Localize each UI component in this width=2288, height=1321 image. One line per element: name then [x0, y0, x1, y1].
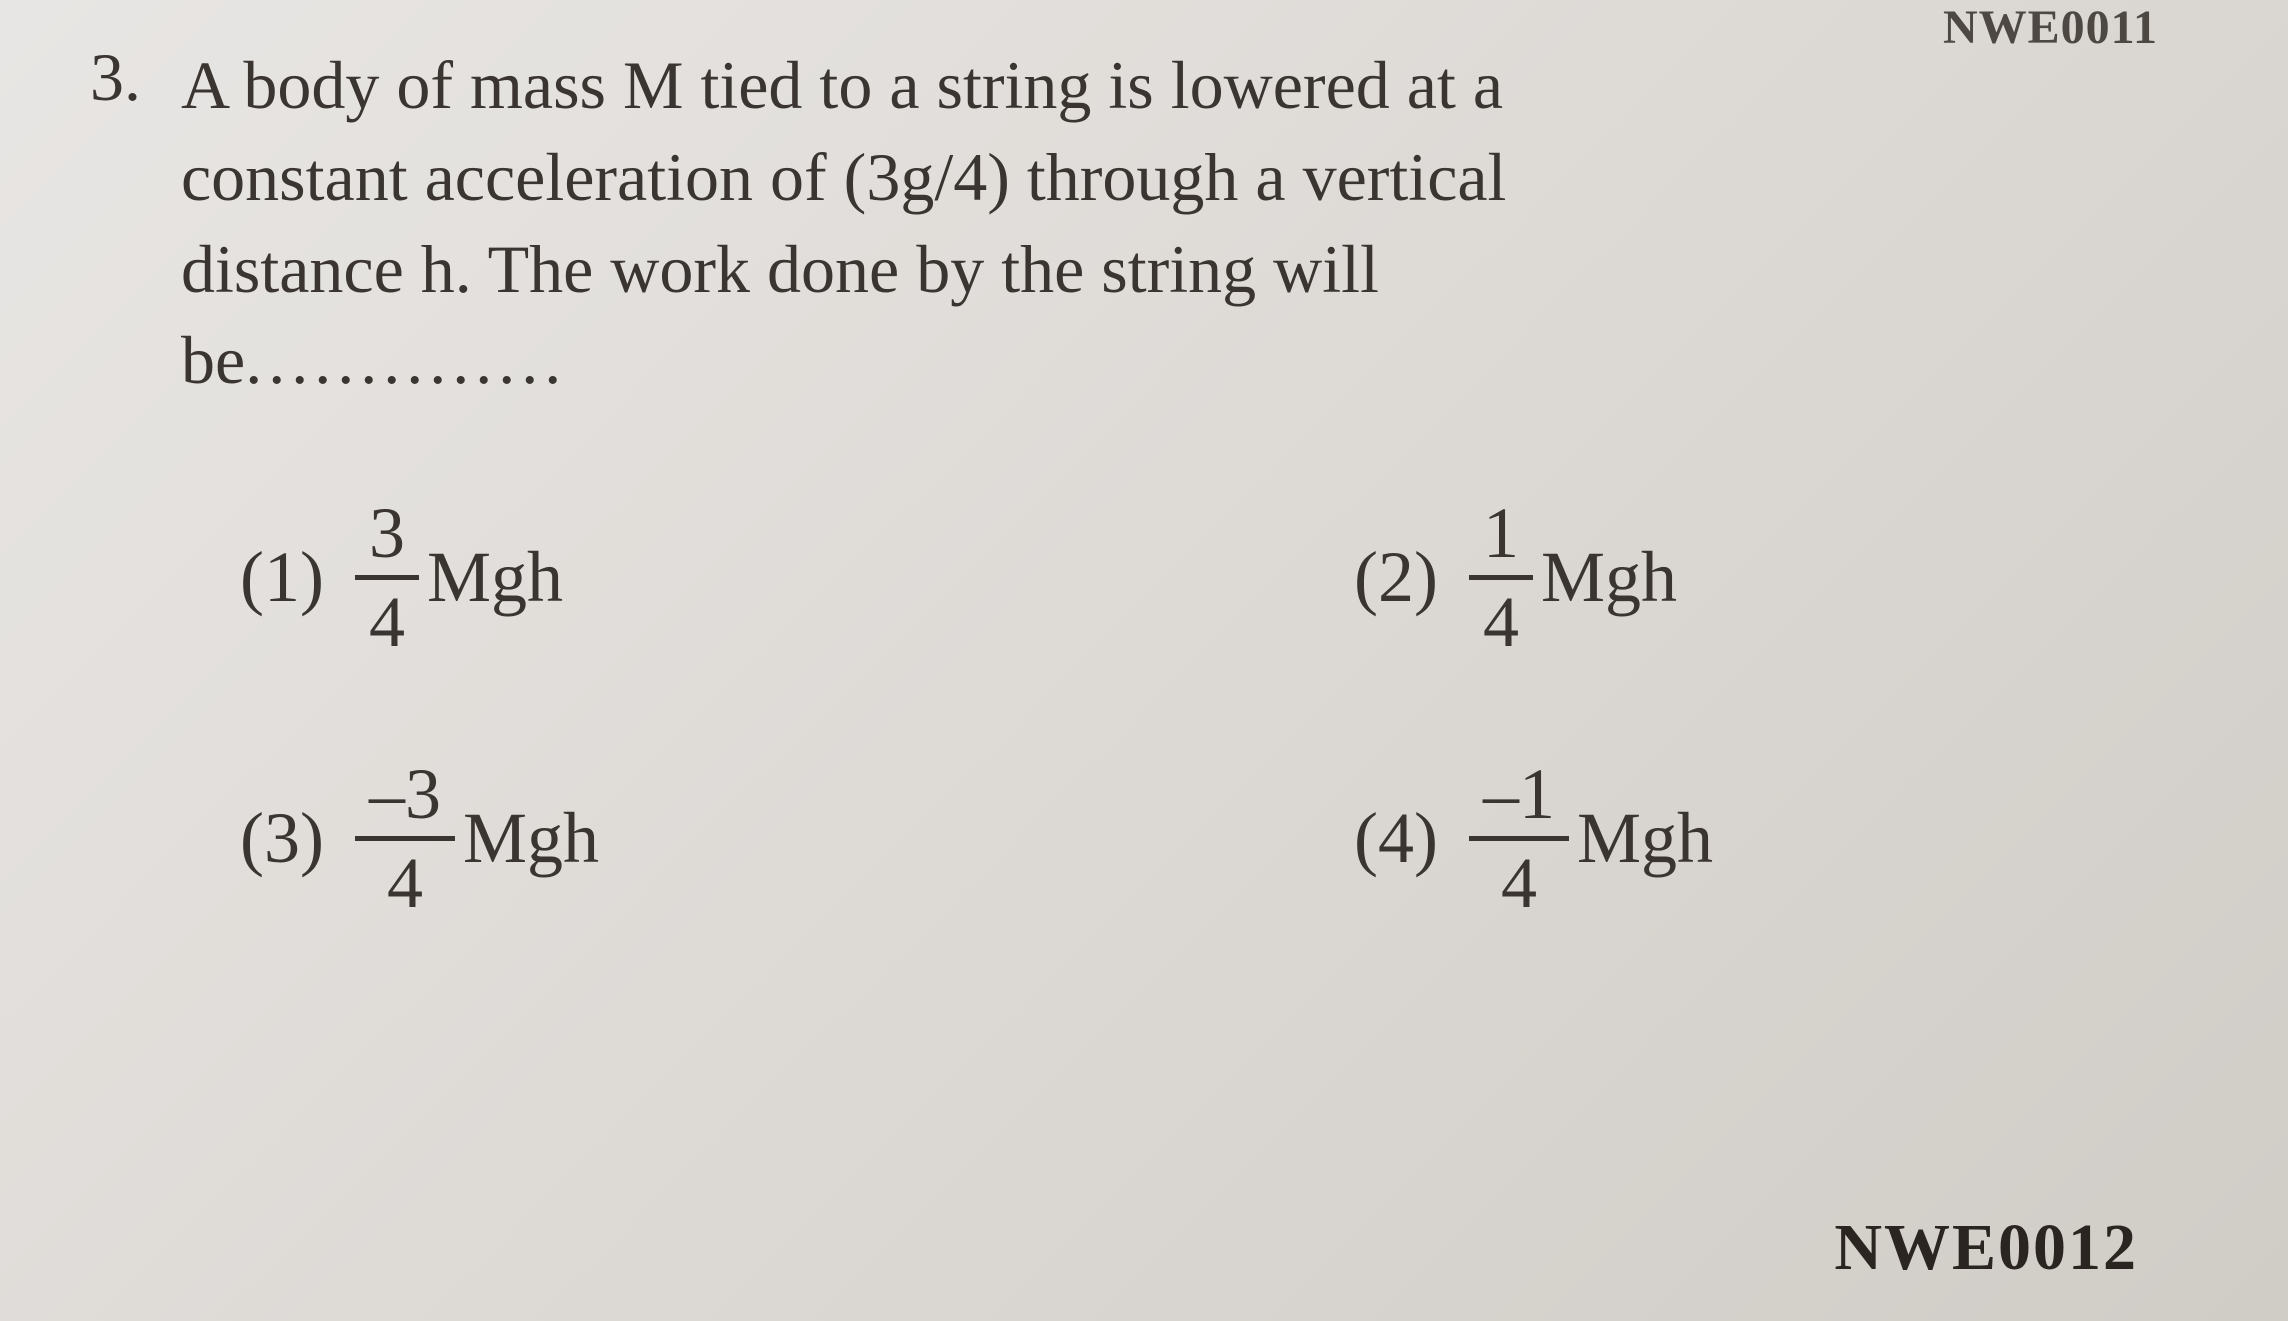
bottom-code: NWE0012 [1834, 1210, 2138, 1286]
option-3: (3) –3 4 Mgh [240, 758, 1074, 919]
slash: / [934, 139, 953, 215]
option-2-numerator: 1 [1469, 497, 1533, 580]
question-block: 3. A body of mass M tied to a string is … [90, 40, 2188, 407]
question-line-1: A body of mass M tied to a string is low… [181, 47, 1503, 123]
page-container: 3. A body of mass M tied to a string is … [0, 0, 2288, 959]
options-grid: (1) 3 4 Mgh (2) 1 4 Mgh (3) –3 4 Mgh (4) [90, 497, 2188, 919]
option-3-denominator: 4 [387, 841, 423, 919]
option-3-suffix: Mgh [463, 797, 599, 880]
option-2-suffix: Mgh [1541, 536, 1677, 619]
question-line-2a: constant acceleration of (3g [181, 139, 934, 215]
option-1-numerator: 3 [355, 497, 419, 580]
option-1-label: (1) [240, 536, 324, 619]
option-4: (4) –1 4 Mgh [1354, 758, 2188, 919]
question-text: A body of mass M tied to a string is low… [181, 40, 1506, 407]
option-3-fraction: –3 4 [355, 758, 455, 919]
option-1-suffix: Mgh [427, 536, 563, 619]
option-1-fraction: 3 4 [355, 497, 419, 658]
option-4-denominator: 4 [1501, 841, 1537, 919]
option-4-label: (4) [1354, 797, 1438, 880]
option-4-suffix: Mgh [1577, 797, 1713, 880]
option-3-numerator: –3 [355, 758, 455, 841]
option-4-numerator: –1 [1469, 758, 1569, 841]
question-number: 3. [90, 40, 141, 115]
option-4-fraction: –1 4 [1469, 758, 1569, 919]
question-line-4: be [181, 322, 245, 398]
option-2-fraction: 1 4 [1469, 497, 1533, 658]
option-2: (2) 1 4 Mgh [1354, 497, 2188, 658]
option-1-denominator: 4 [369, 580, 405, 658]
option-2-denominator: 4 [1483, 580, 1519, 658]
option-2-label: (2) [1354, 536, 1438, 619]
question-line-3: distance h. The work done by the string … [181, 231, 1379, 307]
question-dots: .............. [245, 322, 567, 398]
question-line-2b: 4) through a vertical [953, 139, 1506, 215]
option-3-label: (3) [240, 797, 324, 880]
option-1: (1) 3 4 Mgh [240, 497, 1074, 658]
